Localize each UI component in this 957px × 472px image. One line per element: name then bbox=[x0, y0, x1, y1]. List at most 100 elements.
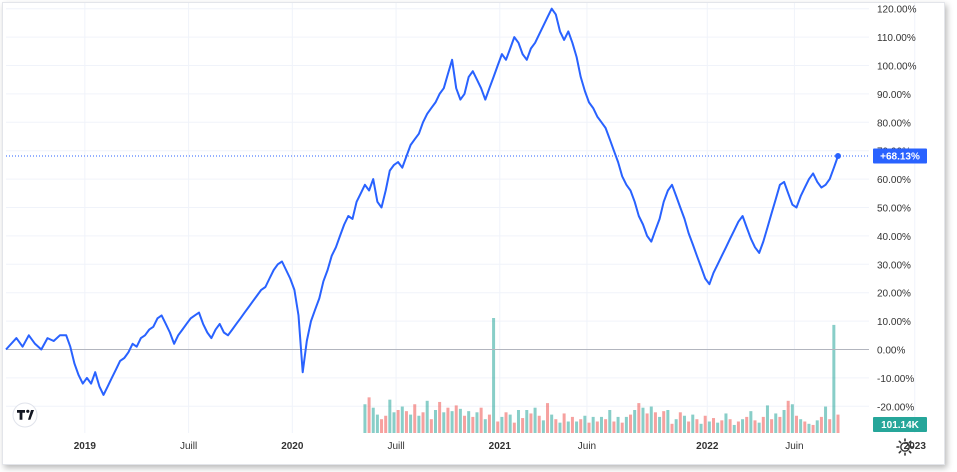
volume-bar bbox=[504, 412, 508, 433]
volume-bar bbox=[562, 413, 566, 433]
volume-bar bbox=[815, 420, 819, 433]
volume-bar bbox=[720, 420, 724, 433]
volume-bar bbox=[765, 405, 769, 433]
volume-bar bbox=[566, 421, 570, 433]
volume-bar bbox=[512, 422, 516, 433]
x-tick-label: 2020 bbox=[281, 441, 304, 452]
volume-bar bbox=[795, 415, 799, 433]
volume-bar bbox=[413, 404, 417, 433]
volume-bar bbox=[404, 411, 408, 433]
grid-lines bbox=[6, 3, 916, 433]
volume-bar bbox=[400, 406, 404, 433]
y-tick-label: 10.00% bbox=[877, 317, 911, 328]
volume-bar bbox=[604, 419, 608, 433]
volume-badge bbox=[873, 417, 927, 432]
volume-bar bbox=[483, 419, 487, 433]
volume-bar bbox=[458, 408, 462, 433]
volume-bar bbox=[724, 413, 728, 433]
volume-bar bbox=[707, 421, 711, 433]
volume-bar bbox=[757, 422, 761, 433]
y-tick-label: 50.00% bbox=[877, 204, 911, 215]
volume-bar bbox=[417, 415, 421, 433]
last-value-badge bbox=[873, 148, 927, 164]
volume-bar bbox=[554, 419, 558, 433]
volume-bar bbox=[380, 419, 384, 433]
x-tick-label: Juin bbox=[785, 441, 803, 452]
volume-bar bbox=[649, 406, 653, 433]
volume-bar bbox=[467, 411, 471, 433]
volume-bar bbox=[392, 412, 396, 433]
volume-bar bbox=[629, 414, 633, 433]
volume-bar bbox=[575, 421, 579, 433]
volume-bar bbox=[641, 407, 645, 433]
volume-bar bbox=[384, 415, 388, 433]
volume-bar bbox=[433, 410, 437, 433]
volume-bar bbox=[442, 412, 446, 433]
volume-bar bbox=[653, 412, 657, 433]
volume-bar bbox=[546, 403, 550, 433]
volume-bar bbox=[500, 416, 504, 433]
volume-bar bbox=[533, 407, 537, 433]
y-tick-label: 120.00% bbox=[877, 5, 917, 16]
x-tick-label: 2023 bbox=[904, 441, 927, 452]
volume-bar bbox=[463, 415, 467, 433]
volume-bar bbox=[450, 411, 454, 433]
chart-frame: 120.00%110.00%100.00%90.00%80.00%70.00%6… bbox=[2, 2, 945, 465]
last-value-dot bbox=[835, 153, 841, 160]
volume-bar bbox=[745, 416, 749, 433]
volume-bar bbox=[703, 415, 707, 433]
volume-bar bbox=[525, 410, 529, 433]
volume-bar bbox=[803, 421, 807, 433]
volume-last-label: 101.14K bbox=[881, 420, 920, 431]
x-tick-label: Juin bbox=[578, 441, 596, 452]
volume-bar bbox=[799, 419, 803, 433]
y-tick-label: 80.00% bbox=[877, 118, 911, 129]
volume-bar bbox=[761, 416, 765, 433]
volume-bar bbox=[637, 403, 641, 433]
volume-bar bbox=[624, 416, 628, 433]
volume-bar bbox=[550, 414, 554, 433]
volume-bar bbox=[832, 324, 836, 433]
volume-bar bbox=[558, 422, 562, 433]
y-tick-label: 0.00% bbox=[877, 346, 905, 357]
price-chart[interactable]: 120.00%110.00%100.00%90.00%80.00%70.00%6… bbox=[3, 3, 944, 464]
volume-bar bbox=[807, 423, 811, 433]
volume-bar bbox=[824, 406, 828, 433]
volume-bar bbox=[699, 423, 703, 433]
volume-bar bbox=[367, 397, 371, 433]
volume-bar bbox=[741, 419, 745, 433]
y-tick-label: 30.00% bbox=[877, 260, 911, 271]
volume-bar bbox=[425, 400, 429, 433]
y-tick-label: 90.00% bbox=[877, 90, 911, 101]
volume-bar bbox=[471, 416, 475, 433]
volume-bar bbox=[753, 420, 757, 433]
volume-bar bbox=[712, 418, 716, 433]
settings-gear-icon[interactable] bbox=[896, 438, 914, 456]
volume-bar bbox=[770, 419, 774, 433]
volume-bar bbox=[429, 419, 433, 433]
volume-bar bbox=[508, 414, 512, 433]
y-axis[interactable]: 120.00%110.00%100.00%90.00%80.00%70.00%6… bbox=[877, 5, 917, 414]
volume-bar bbox=[819, 416, 823, 433]
price-badges: +68.13% 101.14K bbox=[873, 148, 927, 432]
volume-bar bbox=[828, 419, 832, 433]
volume-bar bbox=[736, 421, 740, 433]
volume-bar bbox=[658, 416, 662, 433]
volume-bar bbox=[811, 424, 815, 433]
volume-bar bbox=[662, 411, 666, 433]
volume-bar bbox=[749, 411, 753, 433]
volume-bar bbox=[786, 400, 790, 433]
volume-bar bbox=[438, 401, 442, 433]
volume-bar bbox=[454, 405, 458, 433]
tradingview-logo-icon[interactable] bbox=[12, 402, 38, 428]
volume-bar bbox=[682, 415, 686, 433]
volume-bar bbox=[479, 407, 483, 433]
y-tick-label: 60.00% bbox=[877, 175, 911, 186]
volume-bar bbox=[774, 413, 778, 433]
y-tick-label: -10.00% bbox=[877, 374, 914, 385]
volume-bar bbox=[674, 419, 678, 433]
x-axis[interactable]: 2019Juill2020Juill2021Juin2022Juin2023Ju… bbox=[74, 441, 944, 452]
volume-bar bbox=[570, 416, 574, 433]
volume-bar bbox=[487, 414, 491, 433]
volume-bar bbox=[732, 424, 736, 433]
